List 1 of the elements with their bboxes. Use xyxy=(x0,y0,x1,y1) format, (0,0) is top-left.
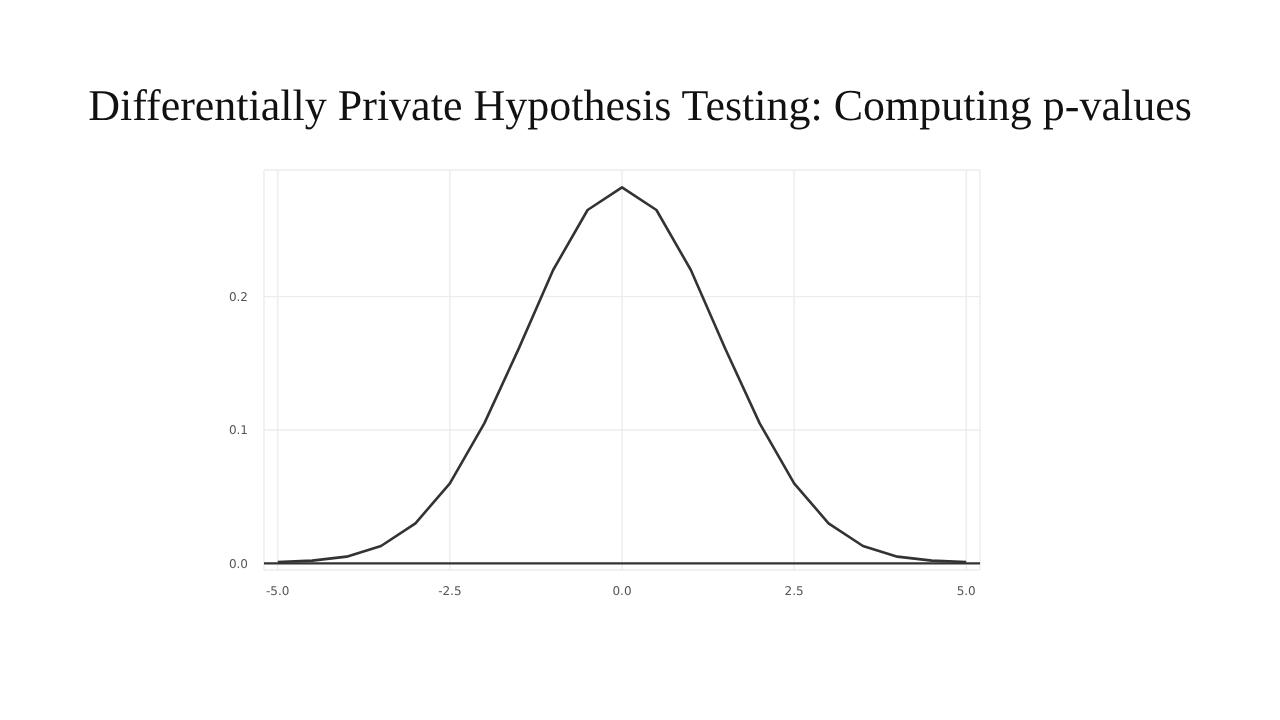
chart-title: Differentially Private Hypothesis Testing: Computing p-values xyxy=(86,80,1194,132)
